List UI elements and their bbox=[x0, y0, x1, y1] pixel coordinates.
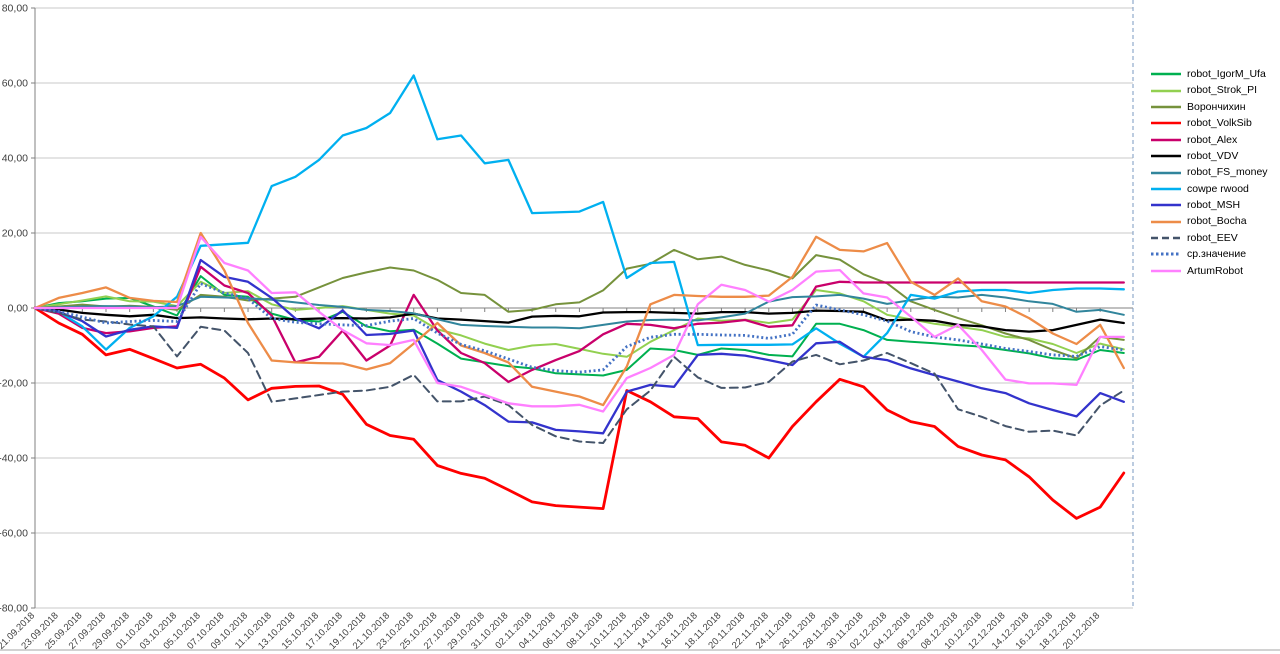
y-axis-label: -20,00 bbox=[0, 378, 28, 390]
series-line-robot_VDV bbox=[33, 306, 1125, 333]
series-line-cowpe_rwood bbox=[33, 74, 1125, 358]
legend-item-ArtumRobot[interactable]: ArtumRobot bbox=[1150, 263, 1278, 279]
legend-label: robot_Strok_PI bbox=[1187, 84, 1258, 97]
legend-label: robot_MSH bbox=[1187, 199, 1241, 212]
legend-item-robot_Strok_PI[interactable]: robot_Strok_PI bbox=[1150, 82, 1278, 98]
y-axis-label: 60,00 bbox=[2, 78, 28, 90]
legend-label: robot_Alex bbox=[1187, 133, 1238, 146]
y-axis-label: -40,00 bbox=[0, 453, 28, 465]
legend-item-robot_FS_money[interactable]: robot_FS_money bbox=[1150, 164, 1278, 180]
y-axis-label: -60,00 bbox=[0, 528, 28, 540]
series-line-ArtumRobot bbox=[33, 235, 1125, 413]
legend-item-robot_Alex[interactable]: robot_Alex bbox=[1150, 132, 1278, 148]
legend-item-Ворончихин[interactable]: Ворончихин bbox=[1150, 99, 1278, 115]
legend-swatch-line-icon bbox=[1151, 236, 1181, 240]
legend-label: ср.значение bbox=[1187, 248, 1247, 261]
legend-label: robot_FS_money bbox=[1187, 166, 1268, 179]
legend-label: robot_IgorM_Ufa bbox=[1187, 67, 1266, 80]
chart-legend: robot_IgorM_Ufa robot_Strok_PI Ворончихин r… bbox=[1150, 66, 1278, 279]
legend-swatch-line-icon bbox=[1151, 122, 1181, 125]
legend-swatch-line-icon bbox=[1151, 269, 1181, 273]
legend-swatch-line-icon bbox=[1151, 220, 1181, 224]
legend-label: ArtumRobot bbox=[1187, 264, 1244, 277]
legend-item-robot_IgorM_Ufa[interactable]: robot_IgorM_Ufa bbox=[1150, 66, 1278, 82]
legend-swatch-line-icon bbox=[1151, 171, 1181, 174]
legend-swatch-line-icon bbox=[1151, 105, 1181, 109]
legend-item-robot_EEV[interactable]: robot_EEV bbox=[1150, 230, 1278, 246]
legend-label: robot_VDV bbox=[1187, 149, 1239, 162]
y-axis-label: 20,00 bbox=[2, 228, 28, 240]
legend-swatch-line-icon bbox=[1151, 187, 1181, 191]
legend-swatch-line-icon bbox=[1151, 89, 1181, 92]
legend-swatch-line-icon bbox=[1151, 204, 1181, 207]
legend-item-robot_VDV[interactable]: robot_VDV bbox=[1150, 148, 1278, 164]
y-axis-label: -80,00 bbox=[0, 603, 28, 615]
legend-item-cowpe_rwood[interactable]: cowpe rwood bbox=[1150, 181, 1278, 197]
legend-item-ср_значение[interactable]: ср.значение bbox=[1150, 246, 1278, 262]
y-axis-label: 40,00 bbox=[2, 153, 28, 165]
series-line-robot_Bocha bbox=[33, 231, 1125, 407]
series-line-robot_MSH bbox=[33, 258, 1125, 435]
legend-label: cowpe rwood bbox=[1187, 182, 1249, 195]
legend-item-robot_VolkSib[interactable]: robot_VolkSib bbox=[1150, 115, 1278, 131]
y-axis-label: 80,00 bbox=[2, 3, 28, 15]
legend-label: Ворончихин bbox=[1187, 100, 1246, 113]
legend-swatch-line-icon bbox=[1151, 154, 1181, 158]
legend-label: robot_VolkSib bbox=[1187, 117, 1252, 130]
series-line-robot_EEV bbox=[34, 307, 1125, 444]
legend-swatch-line-icon bbox=[1151, 72, 1181, 76]
legend-label: robot_Bocha bbox=[1187, 215, 1247, 228]
series-line-robot_Alex bbox=[33, 265, 1125, 384]
legend-item-robot_MSH[interactable]: robot_MSH bbox=[1150, 197, 1278, 213]
series-line-robot_VolkSib bbox=[33, 306, 1126, 520]
legend-swatch-line-icon bbox=[1151, 138, 1181, 142]
series-line-robot_Strok_PI bbox=[34, 280, 1125, 358]
legend-item-robot_Bocha[interactable]: robot_Bocha bbox=[1150, 214, 1278, 230]
legend-label: robot_EEV bbox=[1187, 231, 1238, 244]
y-axis-label: 0,00 bbox=[8, 303, 29, 315]
legend-swatch-line-icon bbox=[1151, 252, 1181, 256]
series-line-Ворончихин bbox=[34, 248, 1125, 360]
